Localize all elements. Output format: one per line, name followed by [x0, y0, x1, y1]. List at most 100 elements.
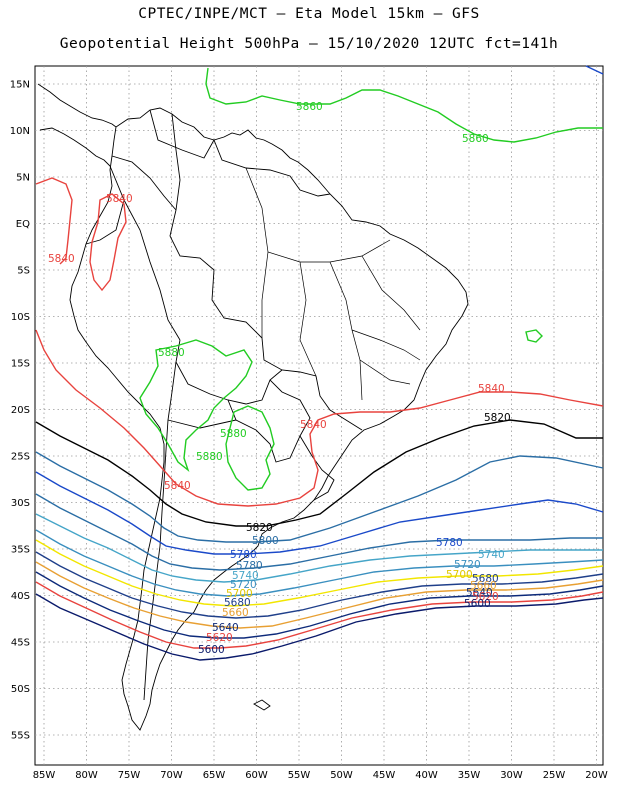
lat-tick-label: 55S — [11, 731, 30, 742]
contour-5800-corner — [585, 65, 604, 75]
contour-5660 — [35, 561, 604, 629]
label-5860-b: 5860 — [462, 133, 489, 145]
label-5800-a: 5800 — [252, 535, 279, 547]
label-5620-a: 5620 — [472, 591, 499, 603]
label-5720-b: 5720 — [230, 579, 257, 591]
lon-tick-label: 45W — [373, 770, 396, 781]
contour-5820 — [35, 419, 603, 527]
map-frame — [34, 65, 604, 766]
lat-tick-label: 35S — [11, 545, 30, 556]
label-5840-c: 5840 — [478, 383, 505, 395]
contour-5600 — [35, 593, 604, 661]
contour-5840-west — [35, 177, 73, 265]
country-borders — [37, 83, 469, 731]
label-5880-c: 5880 — [196, 451, 223, 463]
lat-tick-label: 40S — [11, 591, 30, 602]
contour-5800 — [35, 451, 604, 543]
label-5600-b: 5600 — [198, 644, 225, 656]
contour-5760 — [35, 493, 603, 571]
lon-tick-label: 25W — [543, 770, 566, 781]
label-5700-b: 5700 — [226, 588, 253, 600]
label-5620-b: 5620 — [206, 632, 233, 644]
brazil-state-borders — [245, 167, 421, 401]
label-5860-a: 5860 — [296, 101, 323, 113]
label-5640-a: 5640 — [466, 587, 493, 599]
label-5780-a: 5780 — [436, 537, 463, 549]
lat-tick-label: 5N — [16, 173, 30, 184]
label-5680-a: 5680 — [472, 573, 499, 585]
lon-tick-label: 35W — [458, 770, 481, 781]
south-america-coastline — [69, 107, 469, 731]
longitude-labels: 85W 80W 75W 70W 65W 60W 55W 50W 45W 40W 35W 30W 25W 2… — [33, 770, 608, 781]
lat-tick-label: 10S — [11, 312, 30, 323]
label-5880-b: 5880 — [220, 428, 247, 440]
lat-tick-label: 20S — [11, 405, 30, 416]
contour-5640 — [35, 571, 604, 639]
contour-5720 — [35, 529, 604, 597]
label-5660-a: 5660 — [470, 580, 497, 592]
lon-tick-label: 50W — [330, 770, 353, 781]
label-5840-d: 5840 — [300, 419, 327, 431]
paraguay-border — [227, 379, 311, 463]
lon-tick-label: 20W — [585, 770, 608, 781]
brazil-border — [169, 113, 363, 431]
lon-tick-label: 30W — [500, 770, 523, 781]
lon-tick-label: 65W — [203, 770, 226, 781]
chart-title-line-1: CPTEC/INPE/MCT – Eta Model 15km – GFS — [138, 6, 480, 22]
contour-5860-north — [205, 67, 603, 143]
lon-tick-label: 70W — [160, 770, 183, 781]
label-5840-b: 5840 — [48, 253, 75, 265]
lon-tick-label: 60W — [245, 770, 268, 781]
label-5680-b: 5680 — [224, 597, 251, 609]
lat-tick-label: 5S — [17, 266, 30, 277]
venezuela-border — [149, 109, 215, 159]
ecuador-border — [85, 199, 125, 245]
contour-5840-amazon — [89, 193, 127, 292]
contour-labels: 5860 5860 5840 5840 5880 5840 5820 5840 … — [48, 101, 511, 656]
lat-lon-grid — [35, 66, 603, 765]
label-5640-b: 5640 — [212, 622, 239, 634]
contour-5880-paraguay — [225, 405, 275, 491]
lat-tick-label: 15N — [10, 80, 30, 91]
lat-tick-label: 15S — [11, 359, 30, 370]
contour-5740 — [35, 513, 603, 583]
label-5740-a: 5740 — [478, 549, 505, 561]
label-5660-b: 5660 — [222, 607, 249, 619]
label-5840-e: 5840 — [164, 480, 191, 492]
lon-tick-label: 80W — [75, 770, 98, 781]
contour-5880-atlantic — [525, 329, 543, 343]
label-5820-a: 5820 — [484, 412, 511, 424]
brazil-north-border — [213, 139, 331, 197]
lat-tick-label: 30S — [11, 498, 30, 509]
contour-5680 — [35, 551, 604, 619]
colombia-border — [111, 155, 177, 211]
lon-tick-label: 85W — [33, 770, 56, 781]
label-5700-a: 5700 — [446, 569, 473, 581]
label-5780-c: 5780 — [236, 560, 263, 572]
argentina-north-border — [167, 419, 237, 429]
label-5600-a: 5600 — [464, 598, 491, 610]
latitude-labels: 15N 10N 5N EQ 5S 10S 15S 20S 25S 30S 35S 40S 45S 50S 5… — [10, 80, 30, 742]
label-5740-b: 5740 — [232, 570, 259, 582]
contour-5880-center — [139, 339, 253, 473]
contour-5700 — [35, 539, 604, 607]
lat-tick-label: 45S — [11, 638, 30, 649]
contour-5840-south — [35, 329, 604, 507]
uruguay-border — [299, 435, 335, 501]
falkland-islands — [253, 699, 271, 711]
label-5780-b: 5780 — [230, 549, 257, 561]
contour-lines — [35, 65, 604, 661]
lat-tick-label: 10N — [10, 126, 30, 137]
lat-tick-label: 25S — [11, 452, 30, 463]
label-5720-a: 5720 — [454, 559, 481, 571]
label-5840-a: 5840 — [106, 193, 133, 205]
lat-tick-label: EQ — [16, 219, 30, 230]
lon-tick-label: 55W — [288, 770, 311, 781]
label-5880-a: 5880 — [158, 347, 185, 359]
lat-tick-label: 50S — [11, 684, 30, 695]
central-america-coastline — [37, 83, 117, 167]
contour-5780 — [35, 471, 604, 555]
contour-5620 — [35, 581, 604, 649]
label-5820-b: 5820 — [246, 522, 273, 534]
